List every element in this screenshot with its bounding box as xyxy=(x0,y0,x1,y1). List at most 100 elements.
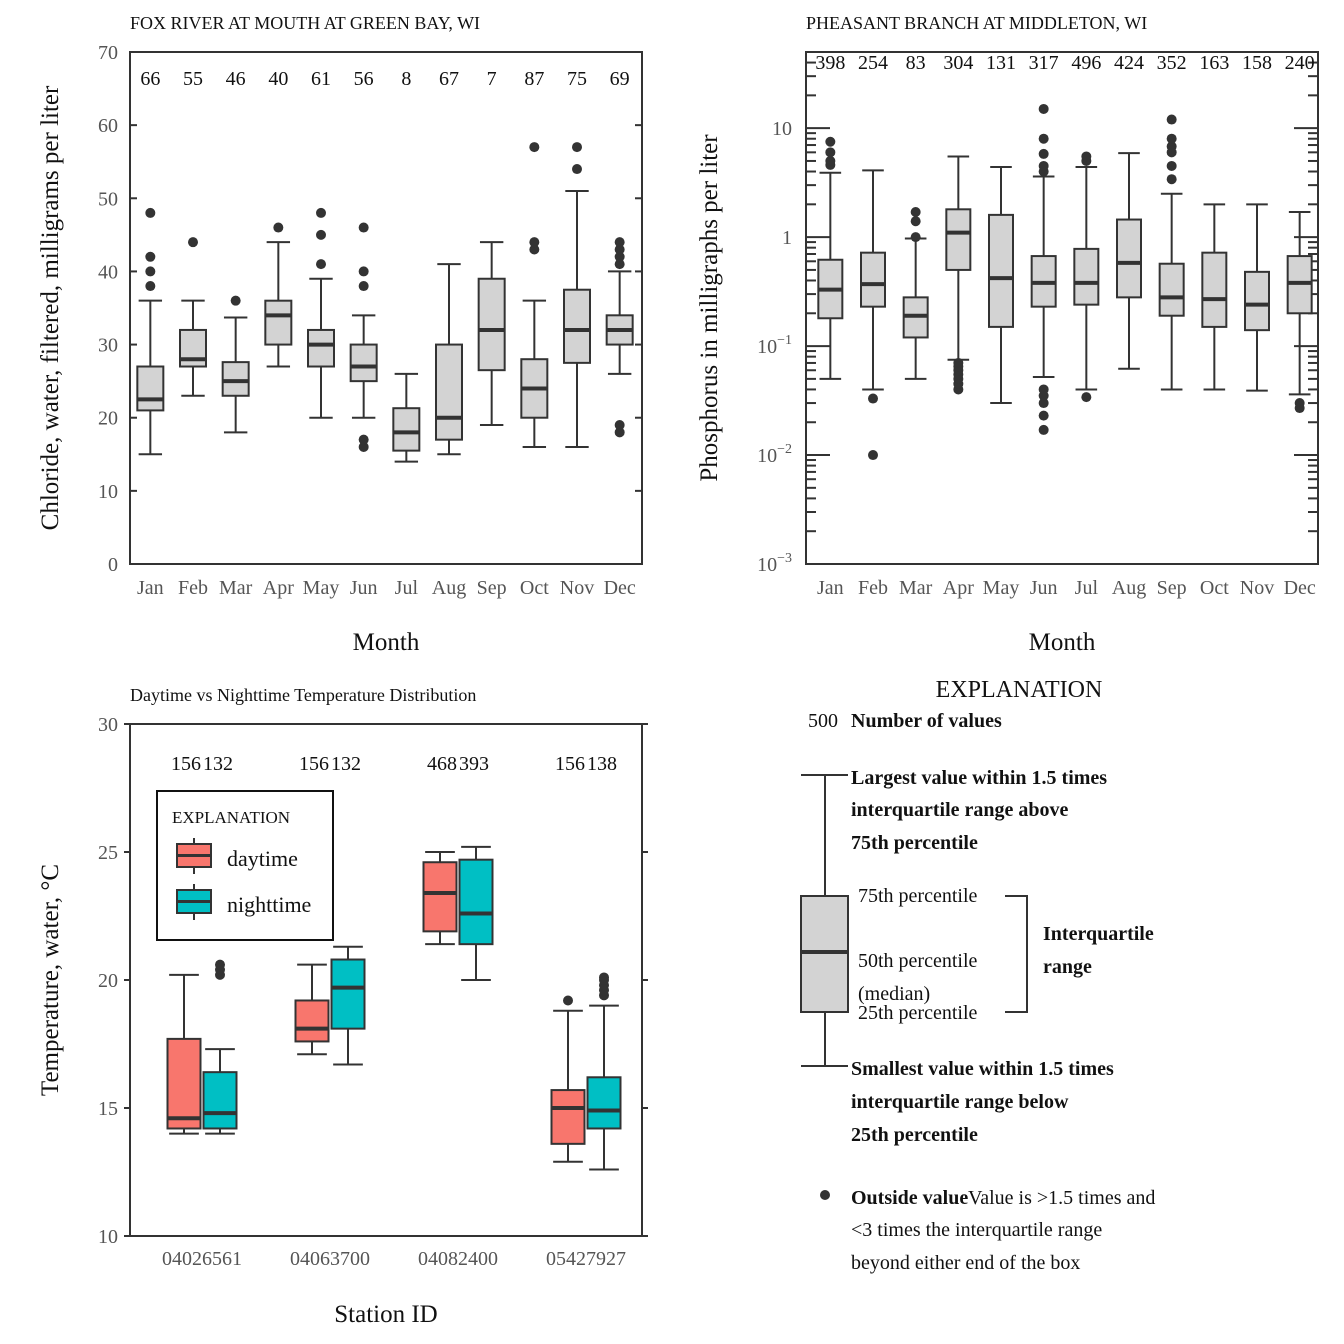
count-label: 56 xyxy=(354,68,374,90)
outlier-dot-icon xyxy=(820,1190,830,1200)
count-label-nighttime: 132 xyxy=(331,753,361,775)
tick-base: 10 xyxy=(757,336,777,358)
lower-whisker-line-2: interquartile range below xyxy=(851,1091,1069,1113)
tick-label: 50 xyxy=(98,188,118,210)
y-axis-label: Phosphorus in milligraphs per liter xyxy=(696,134,723,482)
outlier-point xyxy=(572,164,582,175)
outlier-point xyxy=(1038,424,1049,435)
iqr-box xyxy=(563,288,591,364)
count-label: 67 xyxy=(439,68,459,90)
iqr-box xyxy=(458,858,494,946)
outlier-point xyxy=(145,251,156,262)
legend-swatch-daytime xyxy=(176,838,212,874)
count-label: 352 xyxy=(1157,52,1187,74)
outlier-point xyxy=(316,259,326,270)
x-tick-label: Jan xyxy=(817,577,844,599)
outlier-point xyxy=(1038,148,1049,159)
boxplot-may xyxy=(307,207,335,419)
boxplot-nov xyxy=(1244,203,1270,392)
count-label: 131 xyxy=(986,52,1016,74)
boxplot-jun xyxy=(1030,103,1057,435)
plot-frame xyxy=(129,51,643,565)
tick-label: 1 xyxy=(782,227,792,249)
outlier-point xyxy=(1166,160,1177,171)
outlier-point xyxy=(316,229,326,240)
count-label: 496 xyxy=(1071,52,1101,74)
count-label-nighttime: 393 xyxy=(459,753,489,775)
tick-label: 20 xyxy=(98,408,118,430)
x-tick-label: Oct xyxy=(520,577,549,599)
boxplot-04063700-nighttime xyxy=(330,945,366,1066)
outlier-point xyxy=(529,142,540,153)
outlier-point xyxy=(599,972,609,983)
boxplot-oct xyxy=(1201,203,1228,391)
count-label: 424 xyxy=(1114,52,1144,74)
iqr-box xyxy=(202,1071,238,1130)
boxplot-jul xyxy=(392,372,421,463)
outlier-point xyxy=(1038,384,1049,395)
outlier-point xyxy=(868,393,878,404)
iqr-box xyxy=(435,343,463,441)
boxplot-explanation: EXPLANATION 500 Number of values Largest… xyxy=(800,677,1155,1274)
boxplot-05427927-daytime xyxy=(550,995,586,1163)
tick-label: 25 xyxy=(98,842,118,864)
boxplot-04082400-nighttime xyxy=(458,845,494,981)
legend-swatch-nighttime xyxy=(176,884,212,920)
boxplot-mar xyxy=(902,207,929,380)
tick-label: 10−1 xyxy=(757,333,792,358)
x-tick-label: Apr xyxy=(263,577,294,599)
x-tick-label: 05427927 xyxy=(546,1248,626,1270)
iqr-box xyxy=(330,958,366,1030)
chart-title: Daytime vs Nighttime Temperature Distrib… xyxy=(130,685,476,705)
count-label: 75 xyxy=(567,68,587,90)
tick-base: 10 xyxy=(757,554,777,576)
iqr-box xyxy=(422,861,458,933)
x-tick-label: 04063700 xyxy=(290,1248,370,1270)
outlier-point xyxy=(358,441,369,452)
outlier-point xyxy=(868,450,878,461)
count-label-daytime: 156 xyxy=(299,753,329,775)
count-label: 40 xyxy=(268,68,288,90)
count-label: 46 xyxy=(226,68,246,90)
outlier-point xyxy=(1294,398,1305,409)
x-tick-label: 04026561 xyxy=(162,1248,242,1270)
outlier-point xyxy=(1038,133,1049,144)
tick-label: 70 xyxy=(98,42,118,64)
outlier-point xyxy=(273,222,284,233)
upper-whisker-line-2: interquartile range above xyxy=(851,799,1069,821)
outlier-point xyxy=(1166,141,1177,152)
outlier-point xyxy=(1081,151,1092,162)
median-label: (median) xyxy=(858,983,930,1005)
boxplot-dec xyxy=(1286,211,1313,414)
tick-label: 10 xyxy=(98,1226,118,1248)
boxplot-aug xyxy=(435,263,463,456)
count-label-nighttime: 138 xyxy=(587,753,617,775)
legend-label-daytime: daytime xyxy=(227,846,298,871)
outlier-point xyxy=(230,295,241,306)
chart-title: FOX RIVER AT MOUTH AT GREEN BAY, WI xyxy=(130,13,480,33)
tick-label: 15 xyxy=(98,1098,118,1120)
x-tick-label: Mar xyxy=(899,577,933,599)
iqr-box xyxy=(550,1089,586,1145)
iqr-box xyxy=(1201,251,1228,328)
x-tick-label: Sep xyxy=(477,577,507,599)
legend-label-nighttime: nighttime xyxy=(227,892,311,917)
outlier-point xyxy=(614,244,625,255)
iqr-box xyxy=(349,343,378,383)
count-label: 66 xyxy=(140,68,160,90)
count-label: 398 xyxy=(815,52,845,74)
x-tick-label: Jan xyxy=(137,577,164,599)
x-axis-label: Month xyxy=(353,629,420,656)
legend: EXPLANATION daytime nighttime xyxy=(156,790,334,941)
boxplot-mar xyxy=(221,295,250,434)
outside-desc-line-3: beyond either end of the box xyxy=(851,1252,1080,1274)
lower-whisker-line-1: Smallest value within 1.5 times xyxy=(851,1058,1114,1080)
legend-title: EXPLANATION xyxy=(172,808,290,827)
x-tick-label: May xyxy=(303,577,340,599)
iqr-box xyxy=(294,999,330,1043)
outlier-point xyxy=(910,232,921,243)
x-tick-label: Apr xyxy=(943,577,974,599)
x-tick-label: Feb xyxy=(858,577,888,599)
boxplot-apr xyxy=(945,155,972,395)
tick-label: 10 xyxy=(772,118,792,140)
